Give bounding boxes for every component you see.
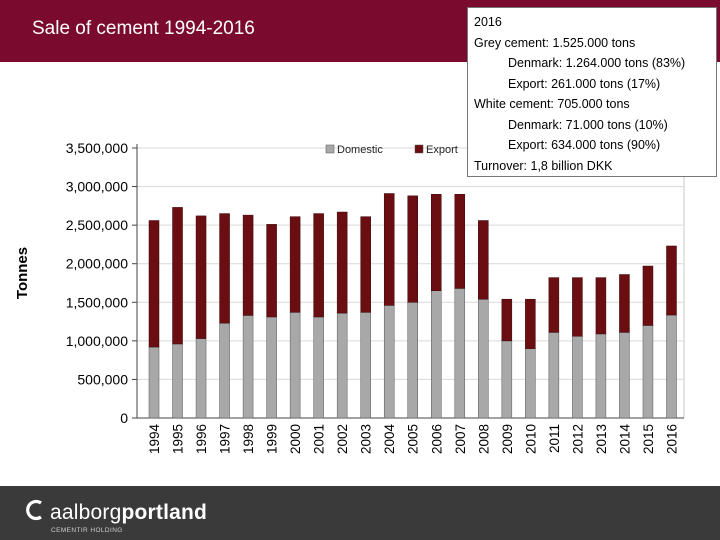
y-tick-label: 1,500,000 xyxy=(66,294,128,310)
info-box: 2016 Grey cement: 1.525.000 tons Denmark… xyxy=(467,7,717,177)
legend-label: Domestic xyxy=(337,144,383,156)
x-tick-label: 2009 xyxy=(500,424,515,454)
bar-domestic xyxy=(407,302,418,419)
bar-export xyxy=(172,207,183,345)
bar-export xyxy=(666,245,677,316)
bar-domestic xyxy=(572,335,583,419)
stacked-bar-chart: 0 500,000 1,000,000 1,500,000 2,000,000 2,500… xyxy=(14,140,685,455)
y-tick-label: 1,000,000 xyxy=(66,333,128,349)
y-tick-label: 2,500,000 xyxy=(66,217,128,233)
bar-domestic xyxy=(595,333,607,419)
logo-part1: aalborg xyxy=(50,501,122,524)
bar-domestic xyxy=(666,314,677,419)
x-tick-label: 2000 xyxy=(288,424,303,454)
bar-domestic xyxy=(313,316,324,419)
bar-domestic xyxy=(219,322,230,419)
slide-title: Sale of cement 1994-2016 xyxy=(32,18,255,39)
bar-domestic xyxy=(195,338,207,419)
bar-domestic xyxy=(525,348,536,419)
bar-export xyxy=(313,213,324,318)
x-tick-label: 2001 xyxy=(312,424,327,454)
bar-export xyxy=(360,216,371,313)
x-tick-label: 2016 xyxy=(664,424,679,454)
legend-swatch xyxy=(414,144,424,154)
info-grey-export: Export: 261.000 tons (17%) xyxy=(508,76,661,91)
bar-export xyxy=(431,194,442,291)
y-tick-label: 3,500,000 xyxy=(66,140,128,156)
y-tick-label: 0 xyxy=(120,410,128,426)
bar-export xyxy=(642,265,654,326)
bar-domestic xyxy=(383,305,395,419)
bar-export xyxy=(501,298,513,342)
bar-export xyxy=(572,277,583,337)
bar-domestic xyxy=(431,290,442,419)
x-tick-label: 1994 xyxy=(147,424,162,455)
info-turnover: Turnover: 1,8 billion DKK xyxy=(474,158,613,173)
bar-export xyxy=(548,277,560,333)
y-tick-label: 3,000,000 xyxy=(66,179,128,195)
legend-swatch xyxy=(325,144,335,154)
company-logo: aalborgportland xyxy=(50,501,207,525)
bar-domestic xyxy=(148,346,160,419)
x-tick-label: 1999 xyxy=(265,424,280,454)
bar-export xyxy=(336,211,348,314)
logo-part2: portland xyxy=(121,501,208,524)
legend-label: Export xyxy=(426,144,458,156)
bar-export xyxy=(525,298,536,349)
bar-domestic xyxy=(454,288,466,419)
info-grey-cement: Grey cement: 1.525.000 tons xyxy=(474,35,636,50)
x-tick-label: 1996 xyxy=(194,424,209,454)
y-tick-label: 500,000 xyxy=(77,371,128,387)
bar-domestic xyxy=(172,343,183,419)
x-tick-label: 2013 xyxy=(594,424,609,454)
y-tick-label: 2,000,000 xyxy=(66,256,128,272)
logo-mark-icon xyxy=(26,499,42,521)
info-white-cement: White cement: 705.000 tons xyxy=(474,97,630,111)
bar-domestic xyxy=(642,325,654,419)
info-white-denmark: Denmark: 71.000 tons (10%) xyxy=(508,117,668,132)
x-tick-label: 2005 xyxy=(406,424,421,454)
x-tick-label: 2006 xyxy=(429,424,444,454)
x-tick-label: 1995 xyxy=(171,424,186,454)
bar-export xyxy=(219,213,230,324)
info-grey-denmark: Denmark: 1.264.000 tons (83%) xyxy=(508,56,686,70)
bar-export xyxy=(383,193,395,306)
bar-domestic xyxy=(266,316,277,419)
bar-domestic xyxy=(619,332,630,419)
info-white-export: Export: 634.000 tons (90%) xyxy=(508,138,661,152)
footer-band: aalborgportland CEMENTIR HOLDING xyxy=(0,486,720,540)
info-year: 2016 xyxy=(474,15,502,29)
bar-domestic xyxy=(242,315,254,419)
y-axis-label: Tonnes xyxy=(14,247,31,299)
bar-domestic xyxy=(501,340,513,419)
x-tick-label: 2002 xyxy=(335,424,350,454)
bar-domestic xyxy=(478,298,489,419)
bar-export xyxy=(242,214,254,316)
bar-export xyxy=(478,220,489,300)
bar-domestic xyxy=(360,312,371,419)
x-tick-label: 2008 xyxy=(476,424,491,454)
bar-domestic xyxy=(289,312,301,419)
x-tick-label: 1998 xyxy=(241,424,256,454)
x-tick-label: 1997 xyxy=(218,424,233,454)
x-tick-label: 2014 xyxy=(617,424,632,455)
x-tick-label: 2007 xyxy=(453,424,468,454)
logo-subtitle: CEMENTIR HOLDING xyxy=(51,527,123,534)
bar-export xyxy=(454,194,466,289)
bar-export xyxy=(195,215,207,339)
x-tick-label: 2012 xyxy=(570,424,585,454)
x-tick-label: 2011 xyxy=(547,424,562,453)
bar-export xyxy=(289,216,301,313)
bar-export xyxy=(619,274,630,333)
x-tick-label: 2004 xyxy=(382,424,397,455)
x-tick-label: 2010 xyxy=(523,424,538,454)
bar-domestic xyxy=(548,332,560,419)
bar-export xyxy=(148,220,160,348)
bar-domestic xyxy=(336,312,348,419)
x-tick-label: 2003 xyxy=(359,424,374,454)
bar-export xyxy=(407,195,418,303)
bar-export xyxy=(266,224,277,318)
bar-export xyxy=(595,277,607,335)
x-tick-label: 2015 xyxy=(641,424,656,454)
